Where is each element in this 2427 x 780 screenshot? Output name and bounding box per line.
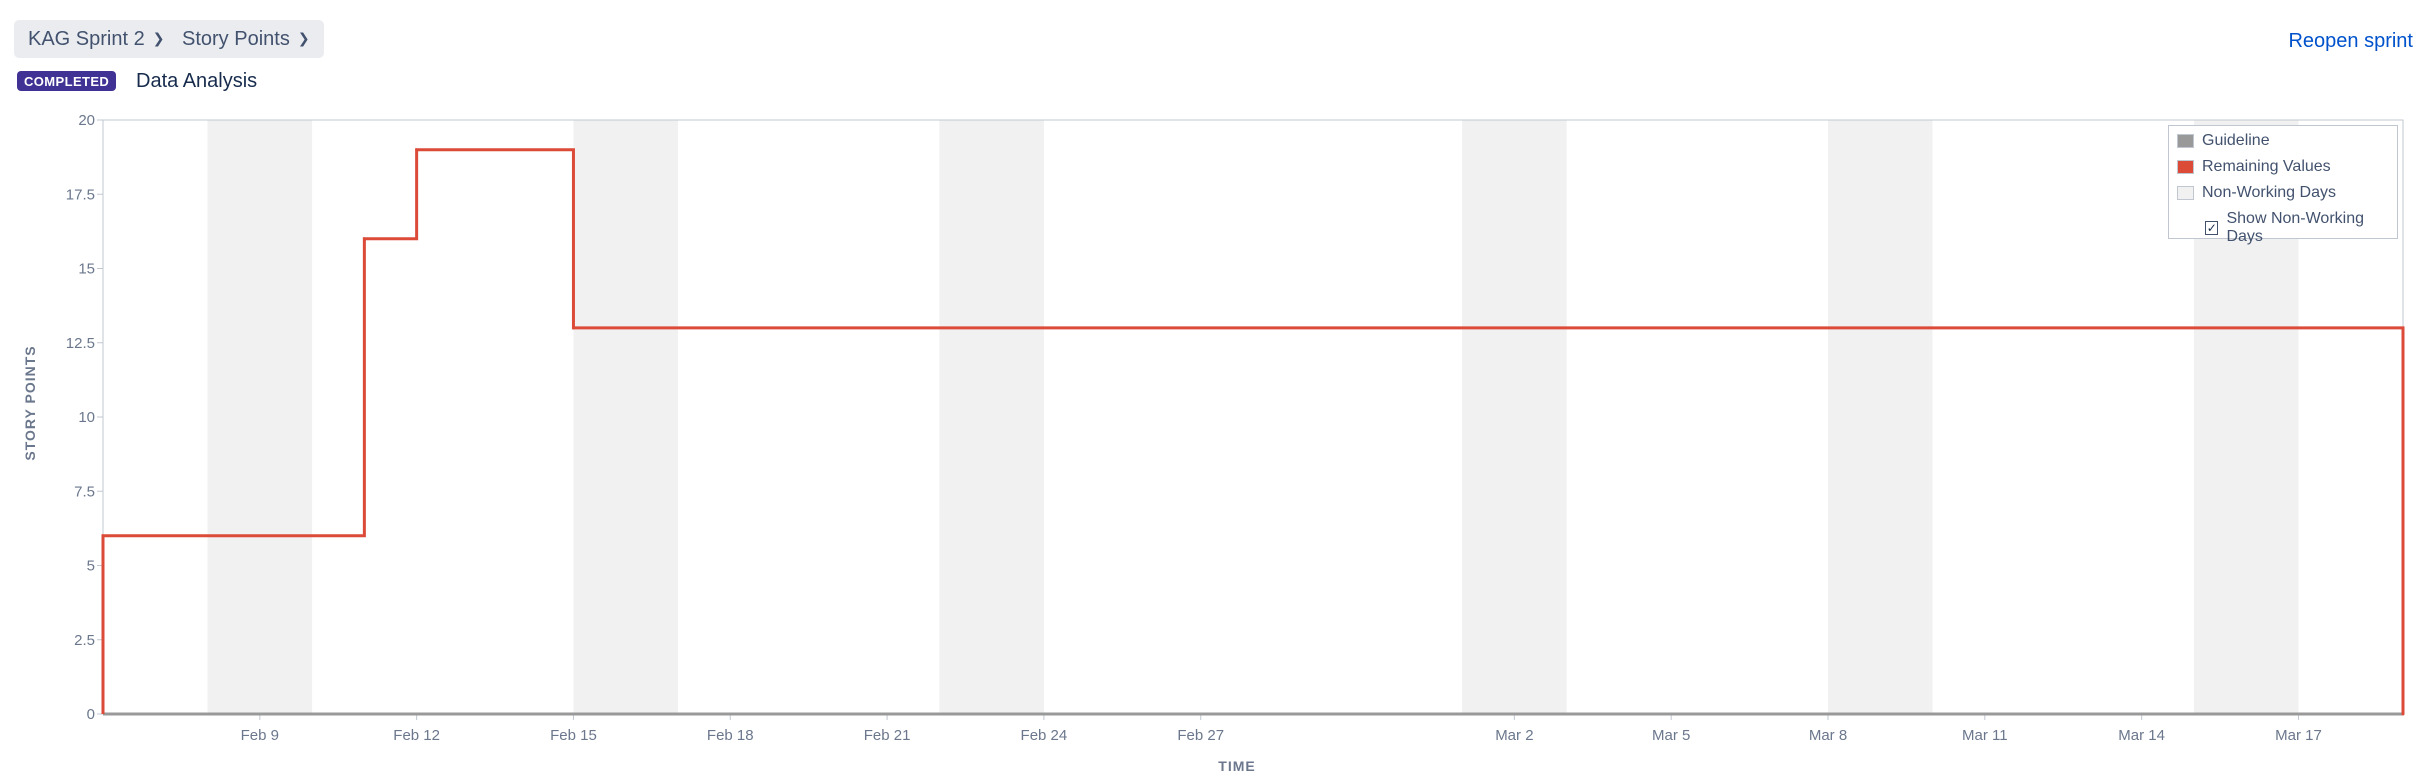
remaining-swatch: [2177, 160, 2194, 174]
x-tick-label: Feb 18: [707, 727, 754, 744]
x-tick-label: Feb 27: [1177, 727, 1224, 744]
x-tick-label: Mar 17: [2275, 727, 2322, 744]
legend-item-guideline: Guideline: [2177, 132, 2270, 150]
legend-label-non-working: Non-Working Days: [2202, 184, 2336, 201]
chevron-down-icon: ❯: [152, 29, 165, 46]
status-badge: COMPLETED: [17, 71, 117, 91]
legend-item-non-working: Non-Working Days: [2177, 184, 2336, 202]
non-working-bands: [207, 120, 2299, 714]
estimation-select[interactable]: Story Points ❯: [168, 20, 324, 58]
x-tick-label: Mar 5: [1652, 727, 1690, 744]
x-tick-label: Mar 8: [1809, 727, 1847, 744]
remaining-data-point: [2401, 712, 2405, 716]
x-tick-label: Mar 2: [1495, 727, 1533, 744]
guideline-swatch: [2177, 134, 2194, 148]
remaining-values-line: [101, 148, 2405, 714]
chart-series: [101, 148, 2405, 716]
sprint-select-label: KAG Sprint 2: [28, 27, 145, 50]
legend-label-guideline: Guideline: [2202, 132, 2270, 149]
y-tick-label: 12.5: [66, 335, 95, 352]
non-working-band: [1462, 120, 1567, 714]
remaining-data-point: [362, 237, 366, 241]
checkbox-icon[interactable]: ✓: [2205, 221, 2219, 235]
x-axis-ticks: Feb 9 Feb 12 Feb 15 Feb 18 Feb 21 Feb 24 Feb 2…: [241, 714, 2322, 744]
show-non-working-label: Show Non-Working Days: [2226, 210, 2365, 245]
x-tick-label: Feb 15: [550, 727, 597, 744]
x-tick-label: Feb 12: [393, 727, 440, 744]
y-tick-label: 10: [78, 409, 95, 426]
sprint-goal: Data Analysis: [136, 70, 258, 92]
y-tick-label: 17.5: [66, 186, 95, 203]
remaining-data-point: [415, 148, 419, 152]
x-tick-label: Feb 21: [864, 727, 911, 744]
x-tick-label: Mar 14: [2118, 727, 2165, 744]
non-working-band: [1828, 120, 1933, 714]
legend-label-remaining: Remaining Values: [2202, 158, 2331, 175]
y-tick-label: 20: [78, 112, 95, 129]
y-tick-label: 2.5: [74, 632, 95, 649]
non-working-band: [939, 120, 1044, 714]
x-tick-label: Feb 24: [1021, 727, 1068, 744]
estimation-select-label: Story Points: [182, 27, 290, 50]
x-tick-label: Mar 11: [1962, 727, 2008, 744]
y-tick-label: 7.5: [74, 483, 95, 500]
non-working-band: [573, 120, 678, 714]
remaining-data-point: [571, 326, 575, 330]
chart-frame: [102, 119, 2404, 715]
remaining-data-point: [101, 534, 105, 538]
chart-legend: Guideline Remaining Values Non-Working D…: [2168, 125, 2398, 245]
x-axis-title: TIME: [1218, 758, 1255, 774]
legend-item-remaining: Remaining Values: [2177, 158, 2331, 176]
x-tick-label: Feb 9: [241, 727, 279, 744]
non-working-band: [207, 120, 313, 714]
non-working-swatch: [2177, 186, 2194, 200]
show-non-working-toggle[interactable]: ✓ Show Non-Working Days: [2205, 210, 2397, 246]
y-tick-label: 5: [87, 558, 95, 575]
reopen-sprint-link[interactable]: Reopen sprint: [2288, 30, 2413, 52]
y-axis-ticks: 0 2.5 5 7.5 10 12.5 15 17.5 20: [66, 112, 103, 723]
chevron-down-icon: ❯: [297, 29, 310, 46]
sprint-select[interactable]: KAG Sprint 2 ❯: [14, 20, 179, 58]
plot-border: [102, 119, 2404, 715]
y-axis-title: STORY POINTS: [22, 345, 38, 460]
y-tick-label: 0: [87, 706, 95, 723]
y-tick-label: 15: [78, 261, 95, 278]
